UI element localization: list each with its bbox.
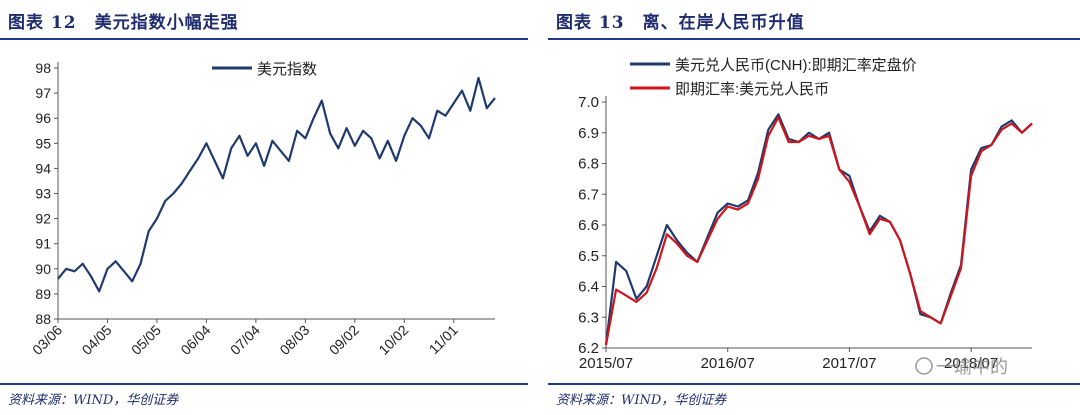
y-tick-label: 91	[35, 236, 51, 252]
y-tick-label: 6.2	[578, 340, 599, 357]
legend-label: 美元兑人民币(CNH):即期汇率定盘价	[675, 56, 917, 74]
chart-panel-cny-rate: 图表 13 离、在岸人民币升值 6.2 6.3 6.4 6.5 6.6 6.7 6.8 6.9…	[548, 0, 1080, 415]
legend-label: 即期汇率:美元兑人民币	[675, 81, 829, 98]
y-tick-label: 90	[35, 261, 51, 277]
y-tick-label: 6.7	[578, 186, 599, 203]
series-line-1	[604, 116, 1033, 346]
series-line-0	[57, 76, 496, 293]
legend-label: 美元指数	[257, 61, 317, 78]
x-tick-label: 10/02	[375, 322, 411, 358]
y-tick-label: 6.5	[578, 248, 599, 265]
y-tick-label: 6.3	[578, 309, 599, 326]
y-tick-label: 6.8	[578, 156, 599, 173]
x-tick-label: 03/06	[29, 322, 65, 358]
x-tick-label: 08/03	[276, 322, 312, 358]
title-divider	[548, 38, 1080, 40]
y-tick-label: 93	[35, 186, 51, 202]
chart-panel-dollar-index: 图表 12 美元指数小幅走强 88 89 90 91 92 93 94 95 96 97 98 03/…	[0, 0, 528, 415]
series-line-0	[604, 113, 1033, 346]
x-tick-label: 2015/07	[579, 355, 633, 372]
x-tick-label: 2018/07	[944, 355, 998, 372]
cny-exchange-rate-chart: 6.2 6.3 6.4 6.5 6.6 6.7 6.8 6.9 7.0 2015/07 2016/0…	[578, 56, 1033, 377]
y-tick-label: 6.9	[578, 125, 599, 142]
y-tick-label: 7.0	[578, 94, 599, 111]
y-tick-label: 6.6	[578, 217, 599, 234]
dollar-index-chart: 88 89 90 91 92 93 94 95 96 97 98 03/06 04/05 05/05 06/…	[29, 60, 496, 358]
y-tick-label: 88	[35, 311, 51, 327]
x-tick-label: 11/01	[426, 322, 462, 358]
chart-title: 图表 12 美元指数小幅走强	[8, 13, 239, 33]
y-tick-label: 6.4	[578, 279, 599, 296]
chart-source: 资料来源：WIND，华创证券	[8, 393, 179, 408]
chart-source: 资料来源：WIND，华创证券	[556, 393, 727, 408]
watermark-icon	[915, 357, 933, 375]
y-tick-label: 92	[35, 211, 51, 227]
y-tick-label: 97	[35, 85, 51, 101]
x-tick-label: 05/05	[128, 322, 164, 358]
y-tick-label: 98	[35, 60, 51, 76]
watermark-text: 一瑜中的	[936, 357, 1008, 377]
title-divider	[0, 38, 528, 40]
y-tick-label: 96	[35, 110, 51, 126]
y-tick-label: 89	[35, 286, 51, 302]
chart-title: 图表 13 离、在岸人民币升值	[556, 13, 805, 33]
source-divider	[0, 383, 528, 385]
x-tick-label: 2016/07	[701, 355, 755, 372]
x-tick-label: 07/04	[227, 322, 263, 358]
y-tick-label: 94	[35, 160, 51, 176]
x-tick-label: 09/02	[326, 322, 362, 358]
source-divider	[548, 383, 1080, 385]
x-tick-label: 06/04	[177, 322, 213, 358]
y-tick-label: 95	[35, 135, 51, 151]
x-tick-label: 2017/07	[822, 355, 876, 372]
x-tick-label: 04/05	[78, 322, 114, 358]
